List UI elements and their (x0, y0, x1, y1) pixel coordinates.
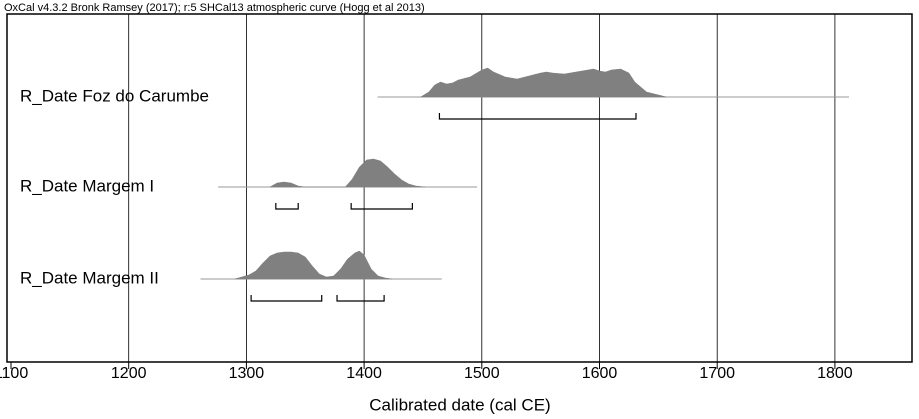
x-tick-label: 1700 (699, 365, 735, 382)
x-tick-label: 1100 (0, 365, 28, 382)
x-tick-label: 1800 (817, 365, 853, 382)
range-bracket (250, 295, 323, 302)
x-axis-label: Calibrated date (cal CE) (369, 395, 550, 414)
x-tick-label: 1200 (111, 365, 147, 382)
range-bracket (438, 113, 637, 120)
chart-title: OxCal v4.3.2 Bronk Ramsey (2017); r:5 SH… (4, 2, 425, 14)
density-curve (419, 67, 667, 98)
density-curve (234, 250, 393, 280)
series-label: R_Date Margem II (20, 268, 159, 287)
density-curve (268, 158, 426, 188)
series-label: R_Date Foz do Carumbe (20, 86, 209, 105)
series-label: R_Date Margem I (20, 176, 154, 195)
range-bracket (350, 203, 413, 210)
x-tick-label: 1400 (346, 365, 382, 382)
x-tick-label: 1600 (582, 365, 618, 382)
range-bracket (275, 203, 299, 210)
range-bracket (336, 295, 385, 302)
plot-frame (6, 13, 913, 363)
x-tick-label: 1500 (464, 365, 500, 382)
x-tick-label: 1300 (229, 365, 265, 382)
